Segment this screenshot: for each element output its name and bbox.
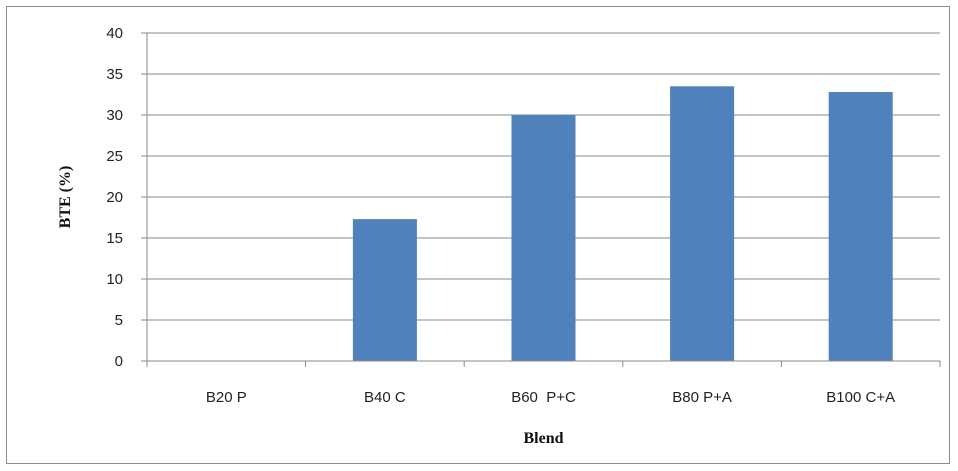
y-tick-label: 20 [106, 189, 123, 206]
bar-5 [828, 92, 893, 361]
x-tick-label: B100 C+A [826, 389, 895, 406]
x-tick-label: B60 P+C [511, 389, 576, 406]
bar-2 [352, 219, 417, 361]
axes [141, 32, 941, 367]
y-tick-label: 30 [106, 107, 123, 124]
bar-3 [511, 115, 576, 361]
y-tick-label: 35 [106, 66, 123, 83]
y-tick-label: 5 [115, 312, 123, 329]
y-tick-label: 25 [106, 148, 123, 165]
y-tick-label: 15 [106, 230, 123, 247]
x-axis-title: Blend [523, 430, 563, 447]
x-tick-label: B80 P+A [672, 389, 732, 406]
bars [352, 86, 893, 362]
x-tick-label: B40 C [364, 389, 406, 406]
bar-4 [670, 86, 735, 362]
tick-labels: 0 5 10 15 20 25 30 35 40 B20 P B40 C B60 P+C B80 P+A… [106, 25, 895, 406]
y-tick-label: 0 [115, 353, 123, 370]
x-tick-label: B20 P [206, 389, 247, 406]
y-tick-label: 40 [106, 25, 123, 42]
chart-frame [6, 6, 950, 464]
y-tick-label: 10 [106, 271, 123, 288]
y-axis-title: BTE (%) [57, 166, 74, 229]
